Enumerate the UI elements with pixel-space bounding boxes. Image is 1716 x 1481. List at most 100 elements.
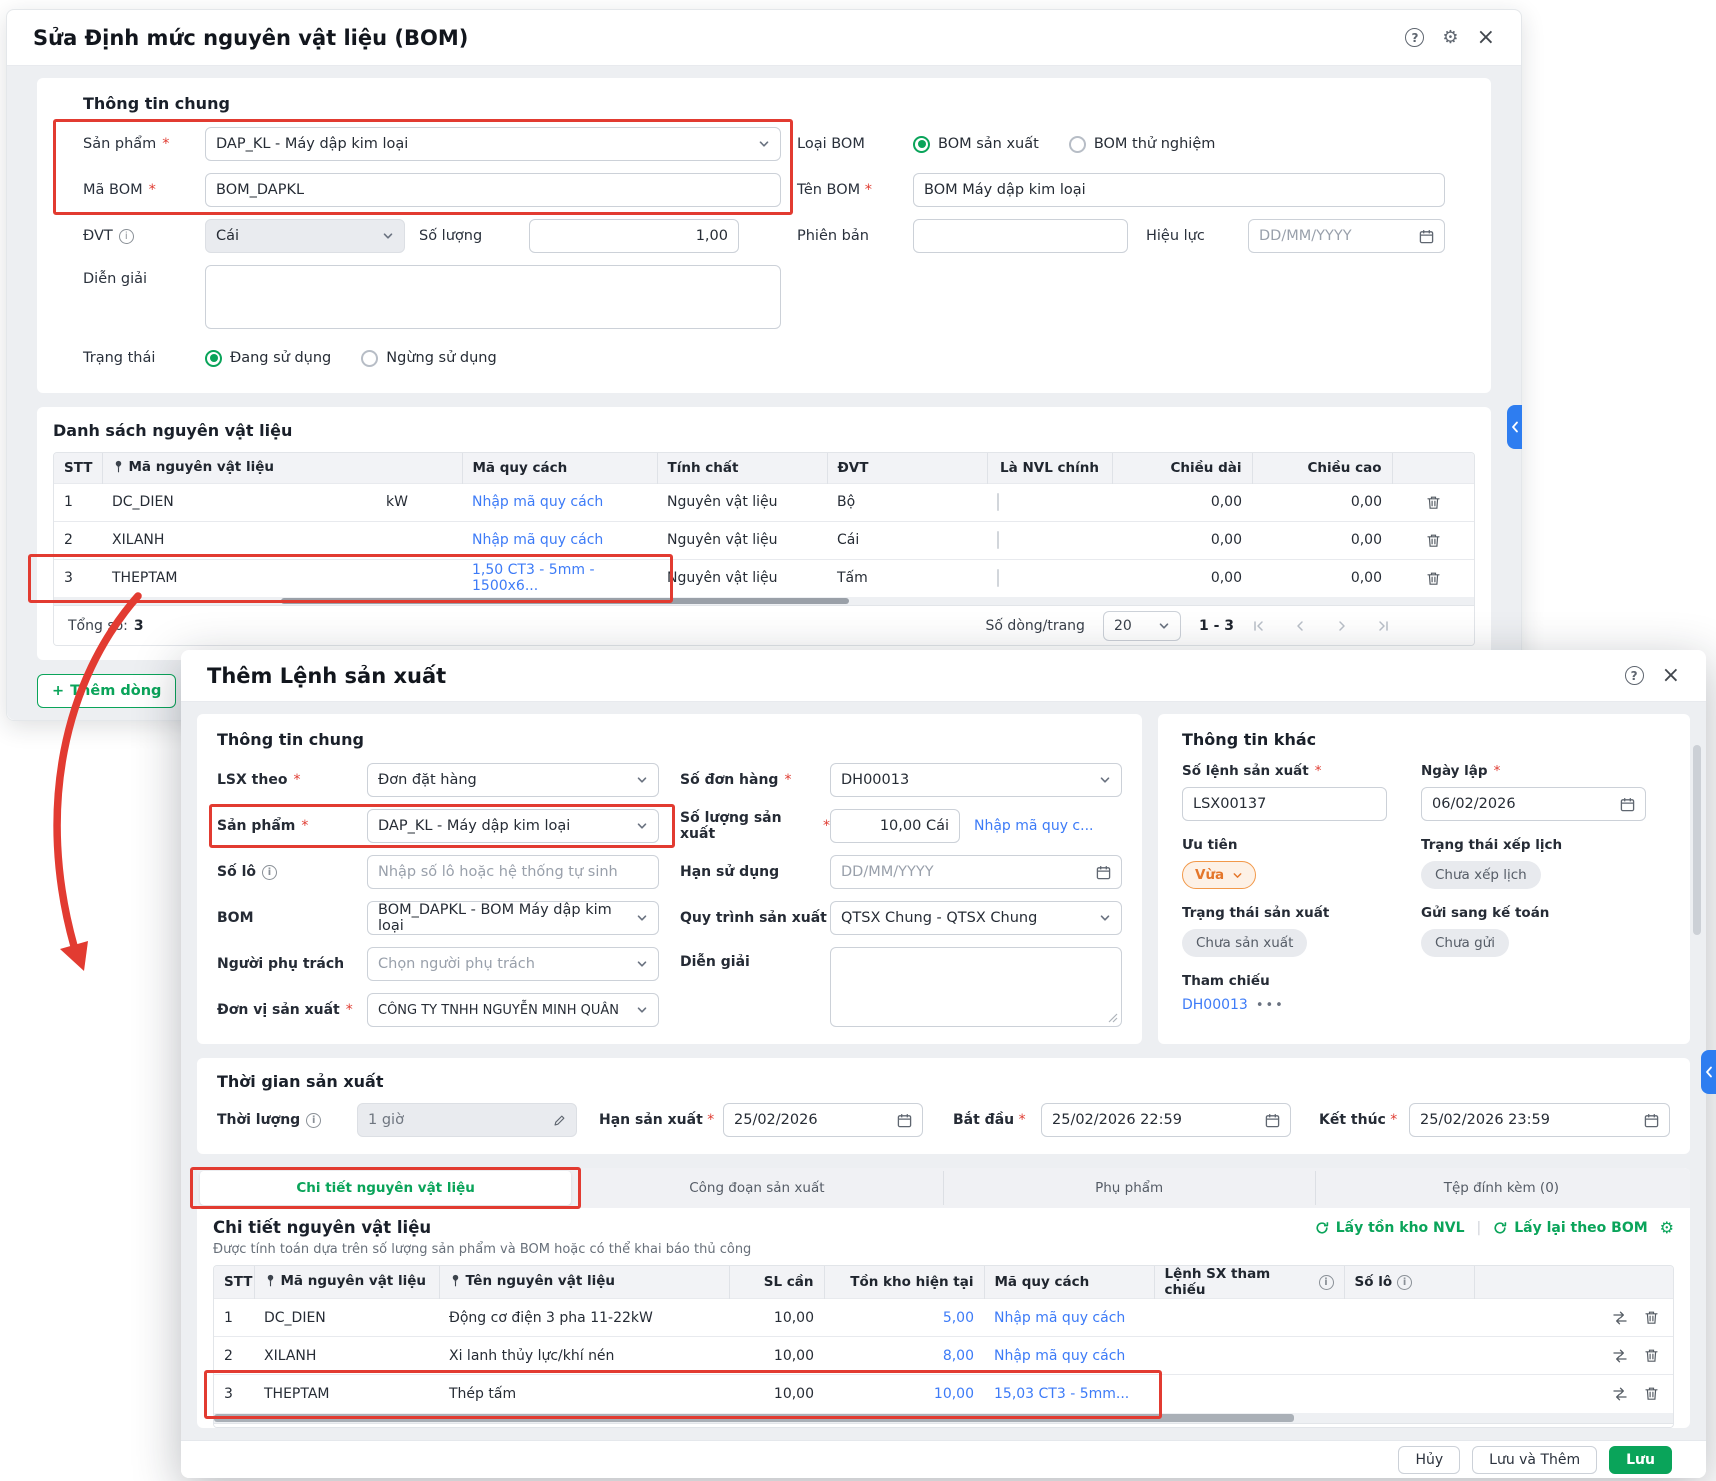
duration-input[interactable]: 1 giờ	[357, 1103, 577, 1137]
substitute-material-icon[interactable]	[1612, 1348, 1628, 1364]
lot-input[interactable]: Nhập số lô hoặc hệ thống tự sinh	[367, 855, 659, 889]
spec-link[interactable]: Nhập mã quy cách	[462, 482, 657, 521]
bom-name-input[interactable]: BOM Máy dập kim loại	[913, 173, 1445, 207]
cell-length[interactable]: 0,00	[1112, 520, 1252, 559]
product-select[interactable]: DAP_KL - Máy dập kim loại	[367, 809, 659, 843]
cell-qty[interactable]: 10,00	[729, 1298, 824, 1337]
scrollbar-thumb[interactable]	[214, 1413, 1294, 1422]
created-date-input[interactable]: 06/02/2026	[1421, 787, 1646, 821]
radio-dang-su-dung[interactable]: Đang sử dụng	[205, 349, 331, 367]
side-panel-handle[interactable]	[1701, 1050, 1716, 1094]
cell-qty[interactable]: 10,00	[729, 1374, 824, 1413]
cell-height[interactable]: 0,00	[1252, 520, 1392, 559]
cell-length[interactable]: 0,00	[1112, 482, 1252, 521]
horizontal-scrollbar[interactable]	[214, 1412, 1673, 1423]
description-textarea[interactable]	[205, 265, 781, 329]
production-qty-input[interactable]: 10,00 Cái	[830, 809, 960, 843]
stock-link[interactable]: 8,00	[824, 1336, 984, 1375]
spec-code-link[interactable]: Nhập mã quy c...	[974, 818, 1094, 834]
expiry-date-input[interactable]: DD/MM/YYYY	[830, 855, 1122, 889]
uom-label: ĐVT i	[83, 228, 205, 244]
version-input[interactable]	[913, 219, 1128, 253]
cell-height[interactable]: 0,00	[1252, 482, 1392, 521]
stock-link[interactable]: 5,00	[824, 1298, 984, 1337]
order-select[interactable]: DH00013	[830, 763, 1122, 797]
more-icon[interactable]: •••	[1255, 997, 1285, 1013]
bom-code-input[interactable]: BOM_DAPKL	[205, 173, 781, 207]
reload-by-bom-button[interactable]: Lấy lại theo BOM	[1493, 1220, 1648, 1236]
stock-link[interactable]: 10,00	[824, 1374, 984, 1413]
settings-gear-icon[interactable]: ⚙	[1659, 1218, 1674, 1237]
close-icon[interactable]: ×	[1476, 24, 1495, 50]
start-datetime-input[interactable]: 25/02/2026 22:59	[1041, 1103, 1291, 1137]
radio-ngung-su-dung[interactable]: Ngừng sử dụng	[361, 349, 497, 367]
spec-link[interactable]: 15,03 CT3 - 5mm...	[984, 1374, 1154, 1413]
save-button[interactable]: Lưu	[1609, 1445, 1672, 1474]
checkbox[interactable]	[997, 493, 999, 511]
col-tinh-chat: Tính chất	[656, 453, 827, 483]
unit-select[interactable]: CÔNG TY TNHH NGUYỄN MINH QUÂN	[367, 993, 659, 1027]
last-page-icon[interactable]	[1378, 620, 1390, 632]
help-icon[interactable]: ?	[1624, 666, 1644, 685]
trash-icon[interactable]	[1426, 533, 1441, 548]
next-page-icon[interactable]	[1336, 620, 1348, 632]
cell-code[interactable]: THEPTAM	[102, 558, 462, 597]
end-datetime-input[interactable]: 25/02/2026 23:59	[1409, 1103, 1670, 1137]
trash-icon[interactable]	[1644, 1386, 1659, 1401]
cell-qty[interactable]: 10,00	[729, 1336, 824, 1375]
checkbox[interactable]	[997, 569, 999, 588]
gear-icon[interactable]: ⚙	[1442, 26, 1459, 48]
cancel-button[interactable]: Hủy	[1398, 1445, 1461, 1474]
side-panel-handle[interactable]	[1507, 405, 1522, 449]
resize-handle-icon[interactable]	[1108, 1013, 1118, 1023]
pencil-icon[interactable]	[553, 1114, 566, 1127]
description-textarea[interactable]	[830, 947, 1122, 1027]
po-tab-chi-tiet-nvl[interactable]: Chi tiết nguyên vật liệu	[200, 1171, 572, 1205]
horizontal-scrollbar[interactable]	[54, 597, 1474, 605]
spec-link[interactable]: Nhập mã quy cách	[462, 520, 657, 559]
bom-select[interactable]: BOM_DAPKL - BOM Máy dập kim loại	[367, 901, 659, 935]
radio-bom-san-xuat[interactable]: BOM sản xuất	[913, 135, 1039, 153]
trash-icon[interactable]	[1644, 1310, 1659, 1325]
close-icon[interactable]: ×	[1661, 662, 1680, 688]
reference-link[interactable]: DH00013	[1182, 997, 1248, 1013]
process-select[interactable]: QTSX Chung - QTSX Chung	[830, 901, 1122, 935]
get-stock-button[interactable]: Lấy tồn kho NVL	[1315, 1220, 1465, 1236]
qty-input[interactable]: 1,00	[529, 219, 739, 253]
cell-code[interactable]: DC_DIEN kW	[102, 482, 462, 521]
substitute-material-icon[interactable]	[1612, 1310, 1628, 1326]
tab-phu-pham[interactable]: Phụ phẩm	[942, 1171, 1315, 1205]
cell-length[interactable]: 0,00	[1112, 558, 1252, 597]
prev-page-icon[interactable]	[1294, 620, 1306, 632]
po-number-input[interactable]: LSX00137	[1182, 787, 1387, 821]
deadline-date-input[interactable]: 25/02/2026	[723, 1103, 923, 1137]
scrollbar-thumb[interactable]	[281, 598, 850, 604]
priority-select[interactable]: Vừa	[1182, 861, 1257, 889]
cell-code[interactable]: XILANH	[102, 520, 462, 559]
add-row-button[interactable]: + Thêm dòng	[37, 674, 177, 708]
spec-link[interactable]: 1,50 CT3 - 5mm - 1500x6...	[462, 558, 657, 597]
trash-icon[interactable]	[1644, 1348, 1659, 1363]
spec-link[interactable]: Nhập mã quy cách	[984, 1298, 1154, 1337]
first-page-icon[interactable]	[1252, 620, 1264, 632]
substitute-material-icon[interactable]	[1612, 1386, 1628, 1402]
rows-per-page-select[interactable]: 20	[1102, 610, 1181, 641]
trash-icon[interactable]	[1426, 495, 1441, 510]
cell-height[interactable]: 0,00	[1252, 558, 1392, 597]
radio-bom-thu-nghiem[interactable]: BOM thử nghiệm	[1068, 135, 1215, 153]
checkbox[interactable]	[997, 531, 999, 549]
chevron-down-icon	[382, 230, 394, 242]
assignee-select[interactable]: Chọn người phụ trách	[367, 947, 659, 981]
tab-tep-dinh-kem[interactable]: Tệp đính kèm (0)	[1314, 1171, 1687, 1205]
save-and-add-button[interactable]: Lưu và Thêm	[1472, 1445, 1598, 1474]
spec-link[interactable]: Nhập mã quy cách	[984, 1336, 1154, 1375]
trash-icon[interactable]	[1426, 571, 1441, 586]
cell-lot	[1344, 1374, 1474, 1413]
product-select[interactable]: DAP_KL - Máy dập kim loại	[205, 127, 781, 161]
lsx-theo-select[interactable]: Đơn đặt hàng	[367, 763, 659, 797]
tab-cong-doan-san-xuat[interactable]: Công đoạn sản xuất	[689, 1180, 825, 1196]
uom-select[interactable]: Cái	[205, 219, 405, 253]
vertical-scrollbar-thumb[interactable]	[1693, 745, 1701, 935]
validity-date-input[interactable]: DD/MM/YYYY	[1248, 219, 1445, 253]
help-icon[interactable]: ?	[1405, 28, 1425, 47]
